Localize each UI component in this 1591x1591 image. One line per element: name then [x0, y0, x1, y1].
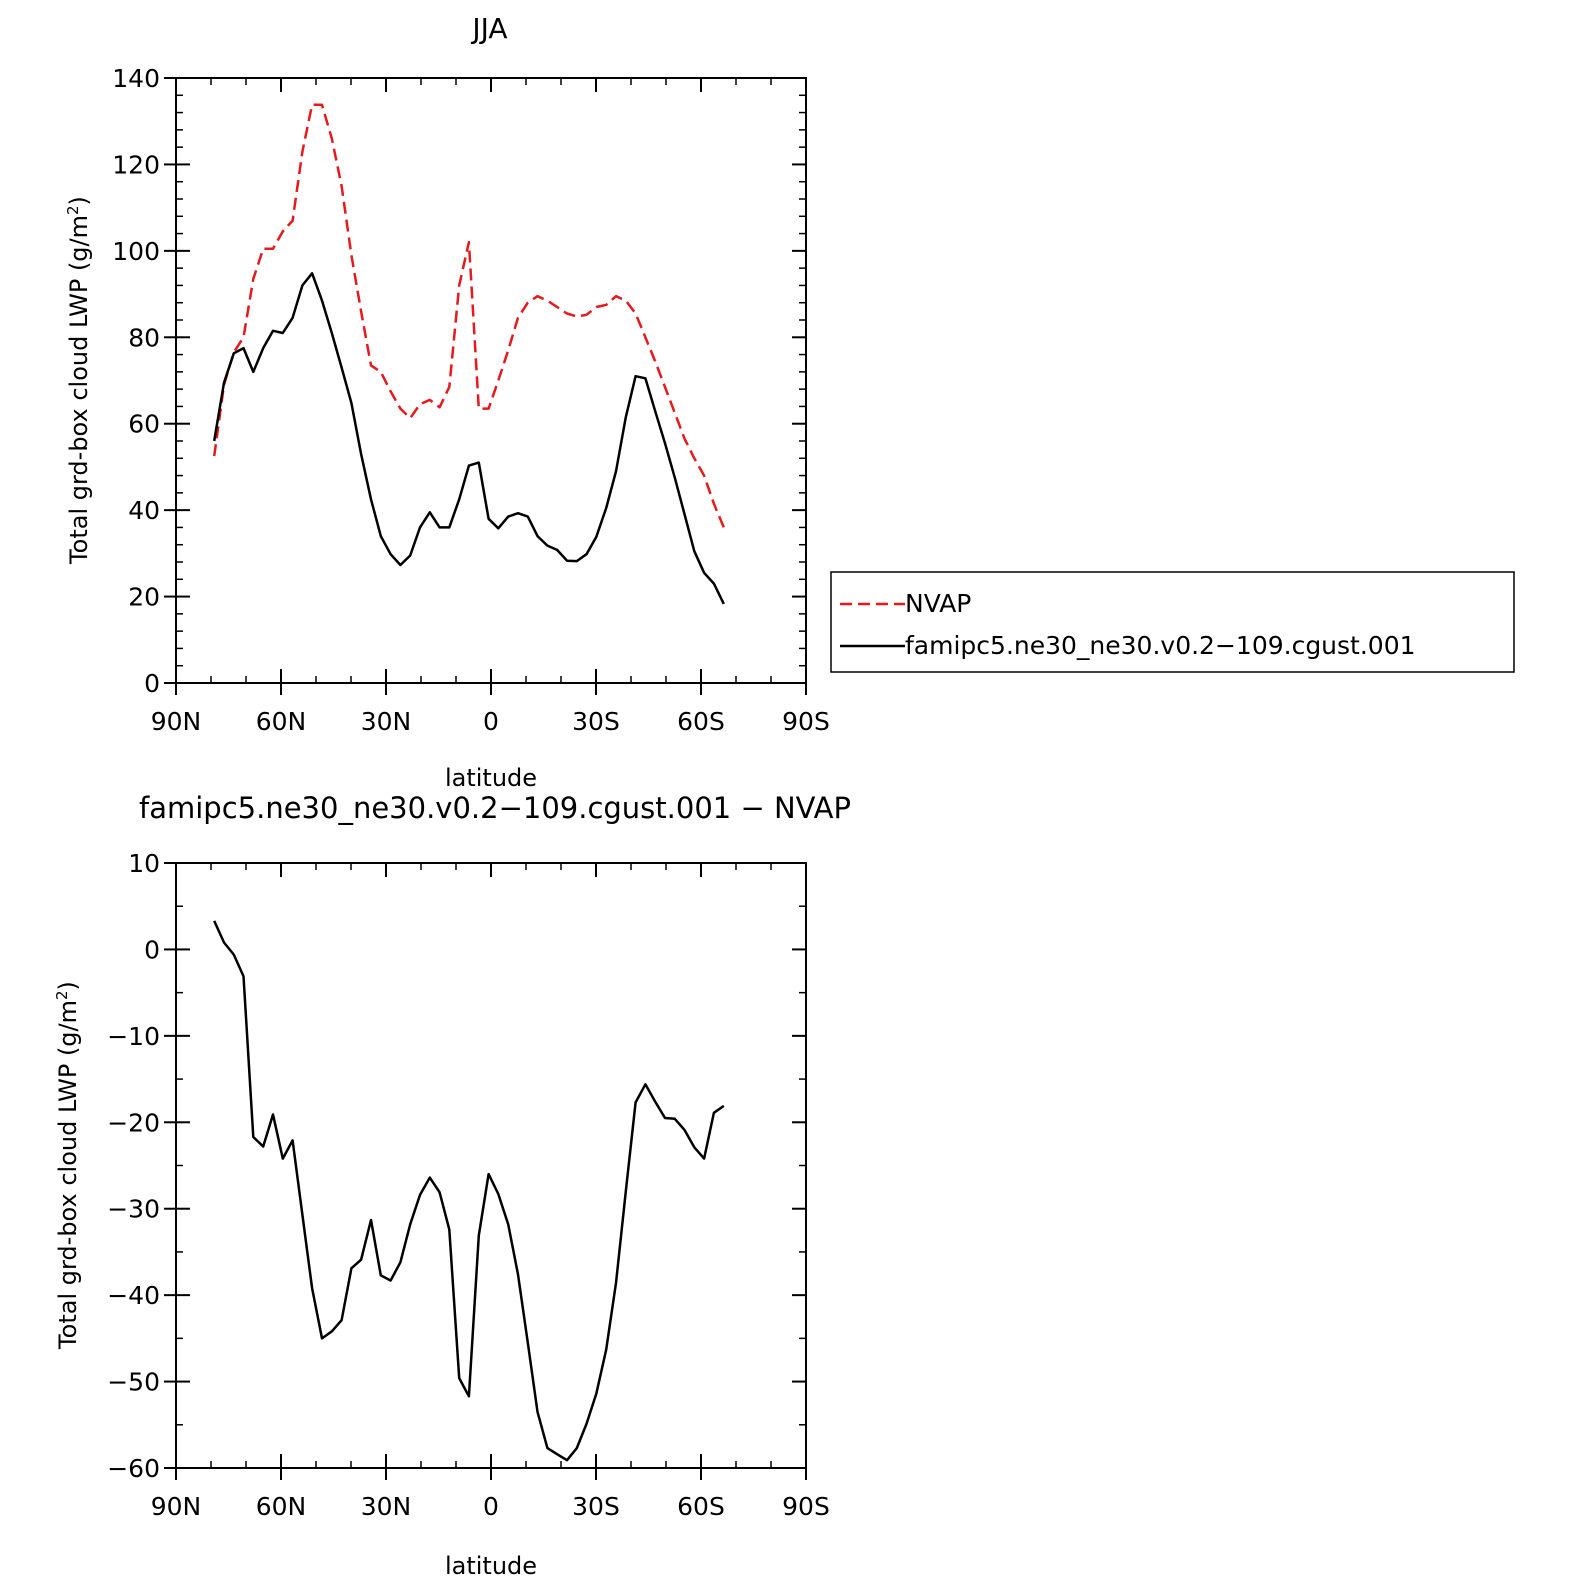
top-x-tick-label: 30N: [361, 707, 412, 736]
top-x-axis-label: latitude: [445, 764, 537, 792]
top-y-tick-label: 0: [144, 669, 160, 698]
bottom-x-tick-label: 0: [483, 1492, 499, 1521]
top-y-tick-label: 120: [112, 150, 160, 179]
top-y-axis-label: Total grd-box cloud LWP (g/m2): [64, 196, 93, 565]
legend: NVAP famipc5.ne30_ne30.v0.2−109.cgust.00…: [830, 571, 1515, 673]
bottom-y-axis-label: Total grd-box cloud LWP (g/m2): [53, 981, 82, 1350]
top-series-line-0: [212, 103, 725, 528]
top-series-line-1: [212, 272, 725, 605]
bottom-x-ticks: 90N 60N 30N 0 30S 60S 90S: [151, 863, 830, 1521]
bottom-x-tick-label: 90S: [782, 1492, 830, 1521]
top-y-ticks: 0 20 40 60 80 100 120 140: [112, 64, 806, 698]
bottom-y-ticks: −60 −50 −40 −30 −20 −10 0 10: [107, 849, 806, 1483]
bottom-y-tick-label: −40: [107, 1281, 160, 1310]
top-x-tick-label: 90S: [782, 707, 830, 736]
top-y-tick-label: 40: [128, 496, 160, 525]
bottom-panel: famipc5.ne30_ne30.v0.2−109.cgust.001 − N…: [53, 791, 851, 1580]
bottom-y-tick-label: −10: [107, 1022, 160, 1051]
bottom-y-tick-label: −30: [107, 1195, 160, 1224]
bottom-x-tick-label: 90N: [151, 1492, 202, 1521]
legend-label-model: famipc5.ne30_ne30.v0.2−109.cgust.001: [905, 631, 1416, 660]
bottom-title: famipc5.ne30_ne30.v0.2−109.cgust.001 − N…: [139, 791, 851, 825]
bottom-plot-frame: [175, 862, 807, 1469]
top-y-tick-label: 80: [128, 323, 160, 352]
top-y-tick-label: 60: [128, 410, 160, 439]
top-x-tick-label: 0: [483, 707, 499, 736]
top-y-tick-label: 100: [112, 237, 160, 266]
bottom-x-tick-label: 60S: [677, 1492, 725, 1521]
top-series: [212, 103, 725, 605]
bottom-y-tick-label: −50: [107, 1368, 160, 1397]
top-x-tick-label: 90N: [151, 707, 202, 736]
top-y-tick-label: 20: [128, 583, 160, 612]
top-x-ticks: 90N 60N 30N 0 30S 60S 90S: [151, 78, 830, 736]
top-plot-frame: [175, 77, 807, 684]
bottom-y-tick-label: 0: [144, 935, 160, 964]
bottom-series-line-0: [213, 920, 725, 1462]
bottom-y-tick-label: 10: [128, 849, 160, 878]
bottom-x-axis-label: latitude: [445, 1552, 537, 1580]
bottom-x-tick-label: 60N: [256, 1492, 307, 1521]
top-x-tick-label: 30S: [572, 707, 620, 736]
bottom-x-tick-label: 30N: [361, 1492, 412, 1521]
bottom-x-tick-label: 30S: [572, 1492, 620, 1521]
top-title: JJA: [470, 12, 507, 45]
top-x-tick-label: 60S: [677, 707, 725, 736]
bottom-y-tick-label: −20: [107, 1108, 160, 1137]
legend-box: [830, 571, 1515, 673]
legend-label-nvap: NVAP: [905, 589, 971, 618]
top-y-tick-label: 140: [112, 64, 160, 93]
top-x-tick-label: 60N: [256, 707, 307, 736]
bottom-y-tick-label: −60: [107, 1454, 160, 1483]
bottom-series: [213, 920, 725, 1462]
